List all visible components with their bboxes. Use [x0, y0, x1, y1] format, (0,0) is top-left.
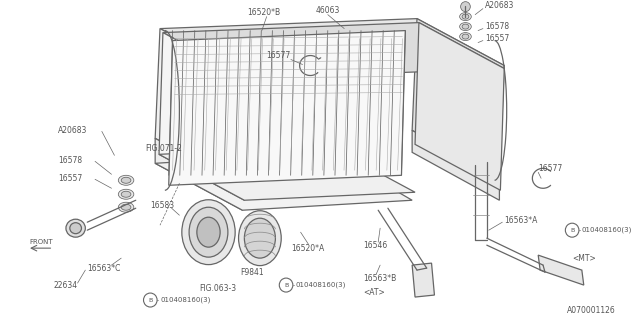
Text: <AT>: <AT>: [364, 288, 385, 297]
Ellipse shape: [121, 177, 131, 183]
Text: A070001126: A070001126: [567, 306, 616, 315]
Text: F9841: F9841: [241, 268, 264, 276]
Ellipse shape: [197, 217, 220, 247]
Text: 16557: 16557: [485, 34, 509, 43]
Ellipse shape: [118, 189, 134, 199]
Polygon shape: [412, 130, 499, 200]
Text: 010408160(3): 010408160(3): [160, 297, 211, 303]
Ellipse shape: [121, 191, 131, 197]
Ellipse shape: [462, 14, 469, 19]
Text: A20683: A20683: [58, 126, 88, 135]
Text: B: B: [148, 298, 152, 302]
Text: 010408160(3): 010408160(3): [582, 227, 632, 233]
Text: 16557: 16557: [58, 174, 83, 183]
Text: 16577: 16577: [267, 51, 291, 60]
Polygon shape: [155, 152, 412, 210]
Text: <MT>: <MT>: [572, 254, 596, 263]
Text: 16563*C: 16563*C: [87, 264, 121, 273]
Text: 16563*B: 16563*B: [364, 274, 397, 283]
Text: 16577: 16577: [538, 164, 563, 173]
Ellipse shape: [182, 200, 235, 265]
Polygon shape: [412, 263, 435, 297]
Circle shape: [143, 293, 157, 307]
Polygon shape: [155, 138, 243, 210]
Polygon shape: [538, 255, 584, 285]
Polygon shape: [169, 31, 405, 185]
Circle shape: [565, 223, 579, 237]
Circle shape: [279, 278, 293, 292]
Text: 46063: 46063: [315, 6, 340, 15]
Ellipse shape: [460, 12, 471, 20]
Text: 16563*A: 16563*A: [504, 216, 538, 225]
Text: 16583: 16583: [150, 201, 175, 210]
Polygon shape: [160, 19, 504, 76]
Text: FIG.063-3: FIG.063-3: [199, 284, 236, 292]
Ellipse shape: [118, 202, 134, 212]
Text: 22634: 22634: [53, 281, 77, 290]
Text: 16578: 16578: [58, 156, 83, 165]
Ellipse shape: [244, 218, 275, 258]
Ellipse shape: [462, 24, 469, 29]
Ellipse shape: [460, 23, 471, 31]
Text: FRONT: FRONT: [29, 239, 52, 245]
Polygon shape: [159, 33, 248, 200]
Ellipse shape: [460, 33, 471, 41]
Polygon shape: [163, 23, 504, 78]
Text: FIG.071-2: FIG.071-2: [145, 144, 182, 153]
Text: 16578: 16578: [485, 22, 509, 31]
Text: B: B: [570, 228, 574, 233]
Circle shape: [461, 2, 470, 12]
Polygon shape: [159, 146, 415, 200]
Text: 16520*B: 16520*B: [247, 8, 280, 17]
Text: 16520*A: 16520*A: [291, 244, 324, 253]
Polygon shape: [415, 23, 504, 190]
Text: A20683: A20683: [485, 1, 514, 10]
Ellipse shape: [189, 207, 228, 257]
Ellipse shape: [70, 223, 81, 234]
Ellipse shape: [462, 34, 469, 39]
Text: 16546: 16546: [364, 241, 388, 250]
Polygon shape: [155, 28, 247, 185]
Polygon shape: [412, 19, 504, 178]
Ellipse shape: [66, 219, 85, 237]
Ellipse shape: [239, 211, 281, 266]
Text: 010408160(3): 010408160(3): [296, 282, 346, 288]
Ellipse shape: [121, 204, 131, 210]
Text: B: B: [284, 283, 288, 288]
Ellipse shape: [118, 175, 134, 185]
